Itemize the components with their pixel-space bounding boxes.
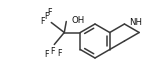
Text: F: F	[44, 50, 49, 59]
Text: F: F	[40, 17, 45, 26]
Text: NH: NH	[129, 18, 142, 27]
Text: F: F	[50, 47, 55, 56]
Text: F: F	[57, 49, 61, 58]
Text: F: F	[47, 8, 51, 17]
Text: F: F	[44, 12, 49, 21]
Text: OH: OH	[71, 16, 85, 25]
